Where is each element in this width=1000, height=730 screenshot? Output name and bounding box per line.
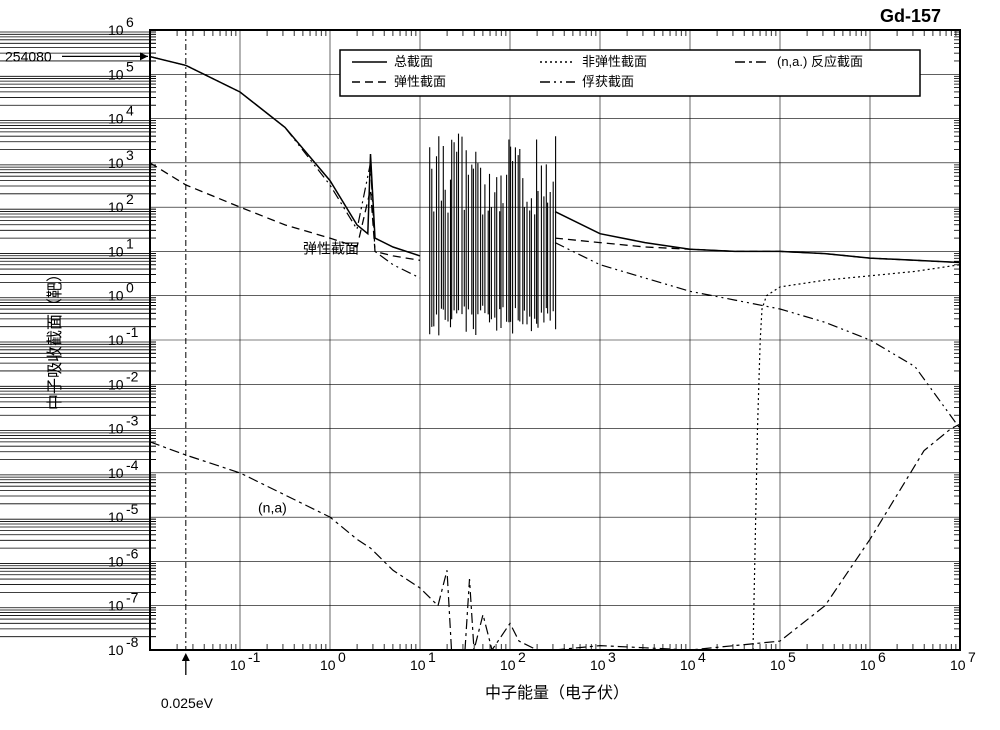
chart-container: 10-110010110210310410510610710-810-710-6… bbox=[0, 0, 1000, 730]
y-tick-label: 10 bbox=[108, 509, 124, 525]
y-tick-exp: 1 bbox=[126, 235, 134, 251]
y-tick-exp: 3 bbox=[126, 147, 134, 163]
x-tick-exp: 2 bbox=[518, 649, 526, 665]
arrowhead-icon bbox=[182, 653, 190, 661]
x-tick-label: 10 bbox=[590, 657, 606, 673]
y-tick-label: 10 bbox=[108, 376, 124, 392]
y-tick-label: 10 bbox=[108, 553, 124, 569]
y-tick-label: 10 bbox=[108, 332, 124, 348]
x-tick-exp: 5 bbox=[788, 649, 796, 665]
series-na-right bbox=[555, 424, 960, 650]
y-tick-exp: 2 bbox=[126, 191, 134, 207]
y-tick-exp: -2 bbox=[126, 368, 139, 384]
y-tick-label: 10 bbox=[108, 642, 124, 658]
y-tick-exp: -1 bbox=[126, 324, 139, 340]
y-tick-exp: 6 bbox=[126, 14, 134, 30]
x-tick-exp: 7 bbox=[968, 649, 976, 665]
y-tick-label: 10 bbox=[108, 598, 124, 614]
y-tick-exp: -5 bbox=[126, 501, 139, 517]
legend-label: 弹性截面 bbox=[394, 74, 446, 89]
x-tick-exp: 6 bbox=[878, 649, 886, 665]
y-tick-label: 10 bbox=[108, 288, 124, 304]
legend-label: 非弹性截面 bbox=[582, 54, 647, 69]
x-tick-exp: 4 bbox=[698, 649, 706, 665]
y-tick-exp: -6 bbox=[126, 545, 139, 561]
series-inelastic bbox=[753, 265, 960, 650]
x-tick-exp: 0 bbox=[338, 649, 346, 665]
x-tick-exp: 3 bbox=[608, 649, 616, 665]
x-tick-label: 10 bbox=[770, 657, 786, 673]
y-tick-label: 10 bbox=[108, 421, 124, 437]
value-annotation: 254080 bbox=[5, 48, 52, 64]
series-capture-right bbox=[555, 243, 960, 429]
x-tick-label: 10 bbox=[950, 657, 966, 673]
y-tick-exp: 0 bbox=[126, 280, 134, 296]
legend-label: (n,a.) 反应截面 bbox=[777, 54, 863, 69]
series-elastic-left bbox=[150, 163, 420, 260]
legend-label: 总截面 bbox=[394, 54, 433, 69]
legend-label: 俘获截面 bbox=[582, 74, 634, 89]
elastic-inline-label: 弹性截面 bbox=[303, 241, 359, 257]
x-axis-label: 中子能量（电子伏） bbox=[485, 684, 629, 702]
y-tick-label: 10 bbox=[108, 22, 124, 38]
isotope-title: Gd-157 bbox=[880, 6, 941, 26]
energy-marker-label: 0.025eV bbox=[161, 695, 214, 711]
y-tick-exp: -3 bbox=[126, 413, 139, 429]
na-inline-label: (n,a) bbox=[258, 500, 287, 516]
x-tick-label: 10 bbox=[410, 657, 426, 673]
series-na-mid bbox=[465, 579, 537, 650]
y-tick-label: 10 bbox=[108, 465, 124, 481]
x-tick-label: 10 bbox=[500, 657, 516, 673]
x-tick-label: 10 bbox=[320, 657, 336, 673]
y-tick-exp: -8 bbox=[126, 634, 139, 650]
resonance-region bbox=[430, 134, 556, 336]
x-tick-label: 10 bbox=[680, 657, 696, 673]
y-tick-label: 10 bbox=[108, 66, 124, 82]
y-tick-exp: 4 bbox=[126, 103, 134, 119]
y-tick-label: 10 bbox=[108, 243, 124, 259]
y-tick-exp: 5 bbox=[126, 58, 134, 74]
y-tick-label: 10 bbox=[108, 155, 124, 171]
y-tick-label: 10 bbox=[108, 111, 124, 127]
x-tick-label: 10 bbox=[860, 657, 876, 673]
series-total-right bbox=[555, 212, 960, 263]
y-tick-exp: -7 bbox=[126, 590, 139, 606]
y-tick-label: 10 bbox=[108, 199, 124, 215]
y-tick-exp: -4 bbox=[126, 457, 139, 473]
chart-svg: 10-110010110210310410510610710-810-710-6… bbox=[0, 0, 1000, 730]
y-axis-label: 中子吸收截面（靶） bbox=[46, 266, 64, 410]
x-tick-label: 10 bbox=[230, 657, 246, 673]
x-tick-exp: -1 bbox=[248, 649, 261, 665]
x-tick-exp: 1 bbox=[428, 649, 436, 665]
